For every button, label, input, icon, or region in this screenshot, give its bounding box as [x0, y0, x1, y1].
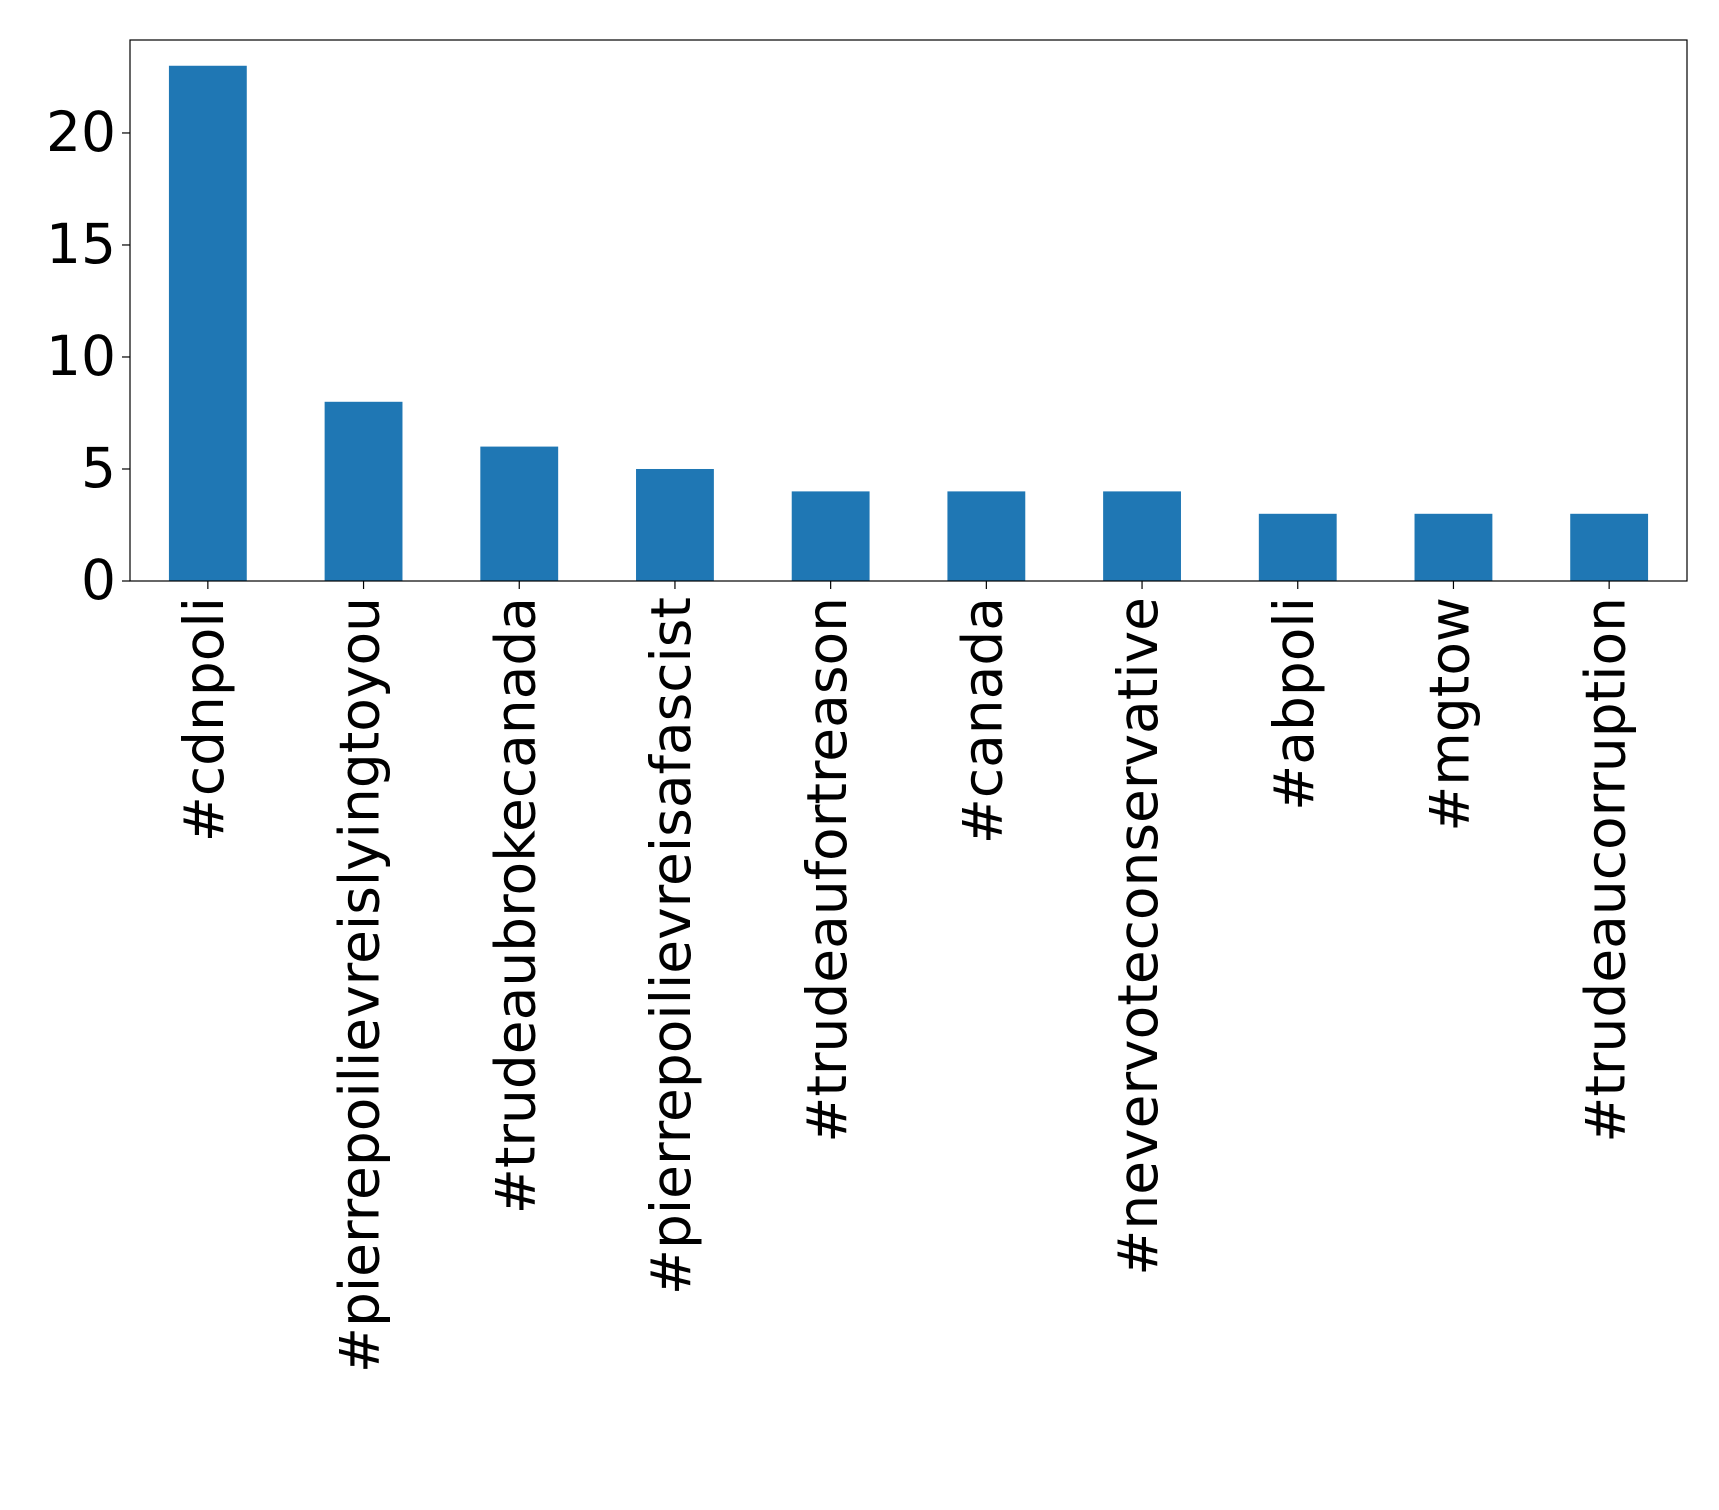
y-tick-label: 0	[81, 548, 116, 612]
y-tick-label: 10	[46, 324, 116, 388]
bar	[947, 491, 1026, 581]
y-tick-label: 5	[81, 436, 116, 500]
bar	[636, 468, 714, 581]
bar	[324, 401, 403, 581]
x-tick-label: #pierrepoilievreislyingtoyou	[328, 597, 392, 1373]
x-tick-label: #nevervoteconservative	[1106, 597, 1170, 1276]
x-tick-label: #cdnpoli	[172, 597, 236, 842]
x-tick-label: #pierrepoilievreisafascist	[639, 597, 703, 1295]
bar	[791, 491, 870, 581]
bar	[1570, 513, 1649, 581]
bar	[1103, 491, 1181, 581]
bar	[168, 65, 247, 581]
x-tick-label: #trudeaucorruption	[1573, 597, 1637, 1143]
x-tick-label: #abpoli	[1262, 597, 1326, 811]
x-tick-label: #trudeaufortreason	[795, 597, 859, 1143]
x-tick-label: #mgtow	[1418, 597, 1482, 832]
bar	[1414, 513, 1493, 581]
x-tick-label: #trudeaubrokecanada	[483, 597, 547, 1214]
y-tick-label: 20	[46, 100, 116, 164]
y-tick-label: 15	[46, 212, 116, 276]
bar	[1258, 513, 1337, 581]
plot-frame	[129, 39, 1688, 582]
x-tick-label: #canada	[950, 597, 1014, 844]
bar	[480, 446, 559, 581]
